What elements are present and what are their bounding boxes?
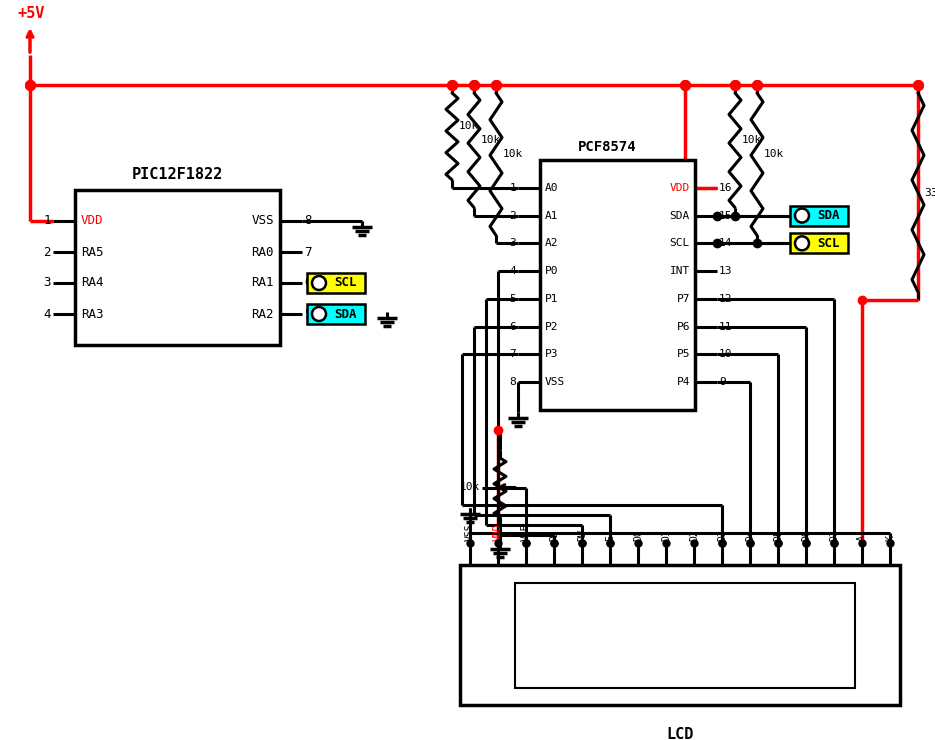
Text: P4: P4 [677,377,690,387]
Text: 7: 7 [510,349,516,360]
Text: RA2: RA2 [252,308,274,320]
Text: RA0: RA0 [252,246,274,258]
Text: 5: 5 [304,308,311,320]
Text: P5: P5 [677,349,690,360]
Text: D1: D1 [661,529,671,541]
Text: VEE: VEE [521,523,531,541]
Text: 10: 10 [719,349,732,360]
Text: 12: 12 [719,294,732,304]
Text: 1: 1 [44,215,51,227]
Bar [307,304,365,324]
Text: SDA: SDA [669,211,690,221]
Text: 15: 15 [719,211,732,221]
Text: P1: P1 [545,294,558,304]
Text: A: A [857,535,867,541]
Text: 7: 7 [304,246,311,258]
Text: 10k: 10k [742,135,762,145]
Text: D3: D3 [717,529,727,541]
Text: SDA: SDA [334,308,356,320]
Text: SDA: SDA [817,209,840,222]
Text: VSS: VSS [545,377,566,387]
Bar [790,233,848,253]
Bar [790,206,848,226]
Text: VDD: VDD [81,215,104,227]
Text: D7: D7 [829,529,839,541]
Text: SCL: SCL [334,277,356,289]
Text: RA1: RA1 [252,277,274,289]
Text: VDD: VDD [493,523,503,541]
Text: SCL: SCL [817,237,840,250]
Text: 5: 5 [510,294,516,304]
Text: P0: P0 [545,266,558,276]
Text: D5: D5 [773,529,783,541]
Text: 14: 14 [719,238,732,249]
Text: 2: 2 [44,246,51,258]
Text: D0: D0 [633,529,643,541]
Circle shape [312,276,326,290]
Bar [460,565,900,705]
Text: +5V: +5V [18,6,46,21]
Text: VSS: VSS [465,523,475,541]
Text: P6: P6 [677,322,690,332]
Circle shape [795,209,809,223]
Text: 4: 4 [44,308,51,320]
Text: 3: 3 [510,238,516,249]
Text: 10k: 10k [481,135,501,145]
Text: A1: A1 [545,211,558,221]
Text: 11: 11 [719,322,732,332]
Circle shape [312,307,326,321]
Text: 10k: 10k [764,149,784,159]
Text: 330: 330 [924,187,935,198]
Text: D4: D4 [745,529,755,541]
Text: SCL: SCL [669,238,690,249]
Text: 3: 3 [44,277,51,289]
Text: 13: 13 [719,266,732,276]
Text: P3: P3 [545,349,558,360]
Text: 2: 2 [510,211,516,221]
Bar [307,273,365,293]
Text: VDD: VDD [669,183,690,193]
Text: 10k: 10k [503,149,524,159]
Text: LCD: LCD [667,727,694,740]
Text: RS: RS [549,529,559,541]
Text: 10k: 10k [460,482,481,493]
Text: RA3: RA3 [81,308,104,320]
Text: 16: 16 [719,183,732,193]
Text: 9: 9 [719,377,726,387]
Text: 8: 8 [304,215,311,227]
Text: INT: INT [669,266,690,276]
Bar [515,583,855,688]
Circle shape [795,236,809,250]
Text: A0: A0 [545,183,558,193]
Bar [75,190,280,345]
Text: D6: D6 [801,529,811,541]
Text: 4: 4 [510,266,516,276]
Text: 1: 1 [510,183,516,193]
Text: E: E [605,535,615,541]
Text: VSS: VSS [252,215,274,227]
Text: 6: 6 [304,277,311,289]
Text: 10k: 10k [459,121,480,132]
Text: P2: P2 [545,322,558,332]
Text: RA5: RA5 [81,246,104,258]
Text: RA4: RA4 [81,277,104,289]
Text: 6: 6 [510,322,516,332]
Text: PCF8574: PCF8574 [578,140,637,154]
Text: PIC12F1822: PIC12F1822 [132,167,223,182]
Text: P7: P7 [677,294,690,304]
Text: D2: D2 [689,529,699,541]
Bar [540,160,695,410]
Text: A2: A2 [545,238,558,249]
Text: RW: RW [577,529,587,541]
Text: K: K [885,535,895,541]
Text: 8: 8 [510,377,516,387]
